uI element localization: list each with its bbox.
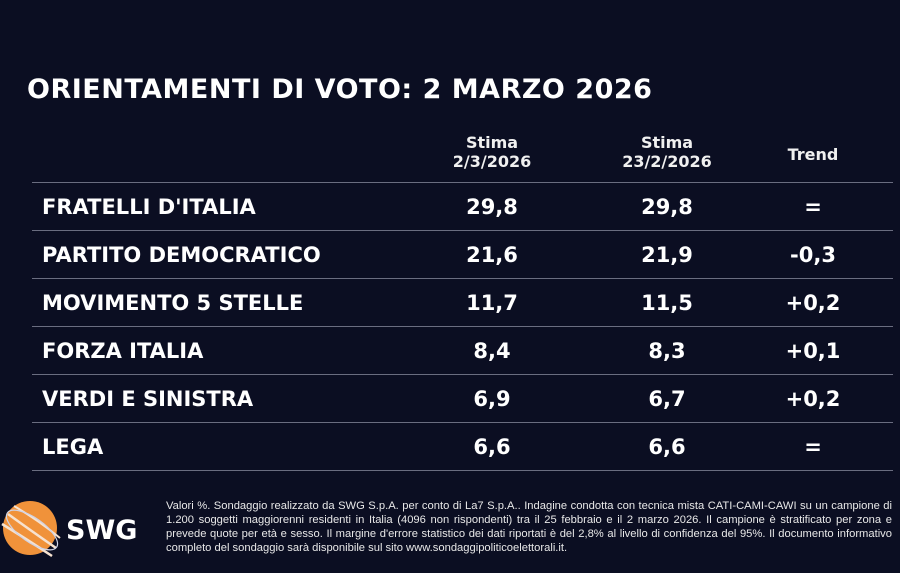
swg-globe-icon xyxy=(1,501,61,558)
party-name: FORZA ITALIA xyxy=(42,339,204,363)
swg-logo-text: SWG xyxy=(66,515,138,546)
current-value: 29,8 xyxy=(466,195,518,219)
party-name: FRATELLI D'ITALIA xyxy=(42,195,256,219)
party-name: MOVIMENTO 5 STELLE xyxy=(42,291,304,315)
current-value: 11,7 xyxy=(466,291,518,315)
previous-value: 8,3 xyxy=(648,339,686,363)
party-name: PARTITO DEMOCRATICO xyxy=(42,243,321,267)
current-value: 8,4 xyxy=(473,339,511,363)
trend-value: = xyxy=(804,435,822,459)
table-row: VERDI E SINISTRA 6,9 6,7 +0,2 xyxy=(32,375,893,423)
header-date: 23/2/2026 xyxy=(622,152,712,171)
trend-value: +0,1 xyxy=(785,339,841,363)
table-row: PARTITO DEMOCRATICO 21,6 21,9 -0,3 xyxy=(32,231,893,279)
current-value: 21,6 xyxy=(466,243,518,267)
header-date: 2/3/2026 xyxy=(452,152,532,171)
methodology-footnote: Valori %. Sondaggio realizzato da SWG S.… xyxy=(166,500,892,554)
table-row: MOVIMENTO 5 STELLE 11,7 11,5 +0,2 xyxy=(32,279,893,327)
header-label: Stima xyxy=(465,133,519,152)
party-name: VERDI E SINISTRA xyxy=(42,387,254,411)
current-value: 6,9 xyxy=(473,387,511,411)
current-value: 6,6 xyxy=(473,435,511,459)
previous-value: 6,7 xyxy=(648,387,686,411)
previous-value: 11,5 xyxy=(641,291,693,315)
previous-value: 6,6 xyxy=(648,435,686,459)
trend-value: +0,2 xyxy=(785,387,841,411)
previous-value: 29,8 xyxy=(641,195,693,219)
page-title: ORIENTAMENTI DI VOTO: 2 MARZO 2026 xyxy=(27,74,653,105)
header-current-estimate: Stima 2/3/2026 xyxy=(432,133,552,171)
table-row: FRATELLI D'ITALIA 29,8 29,8 = xyxy=(32,183,893,231)
poll-table: FRATELLI D'ITALIA 29,8 29,8 = PARTITO DEMOCR… xyxy=(32,182,893,471)
previous-value: 21,9 xyxy=(641,243,693,267)
header-label: Stima xyxy=(640,133,694,152)
header-previous-estimate: Stima 23/2/2026 xyxy=(607,133,727,171)
table-row: FORZA ITALIA 8,4 8,3 +0,1 xyxy=(32,327,893,375)
trend-value: = xyxy=(804,195,822,219)
header-trend: Trend xyxy=(787,145,839,164)
party-name: LEGA xyxy=(42,435,104,459)
table-row: LEGA 6,6 6,6 = xyxy=(32,423,893,471)
trend-value: -0,3 xyxy=(790,243,836,267)
trend-value: +0,2 xyxy=(785,291,841,315)
